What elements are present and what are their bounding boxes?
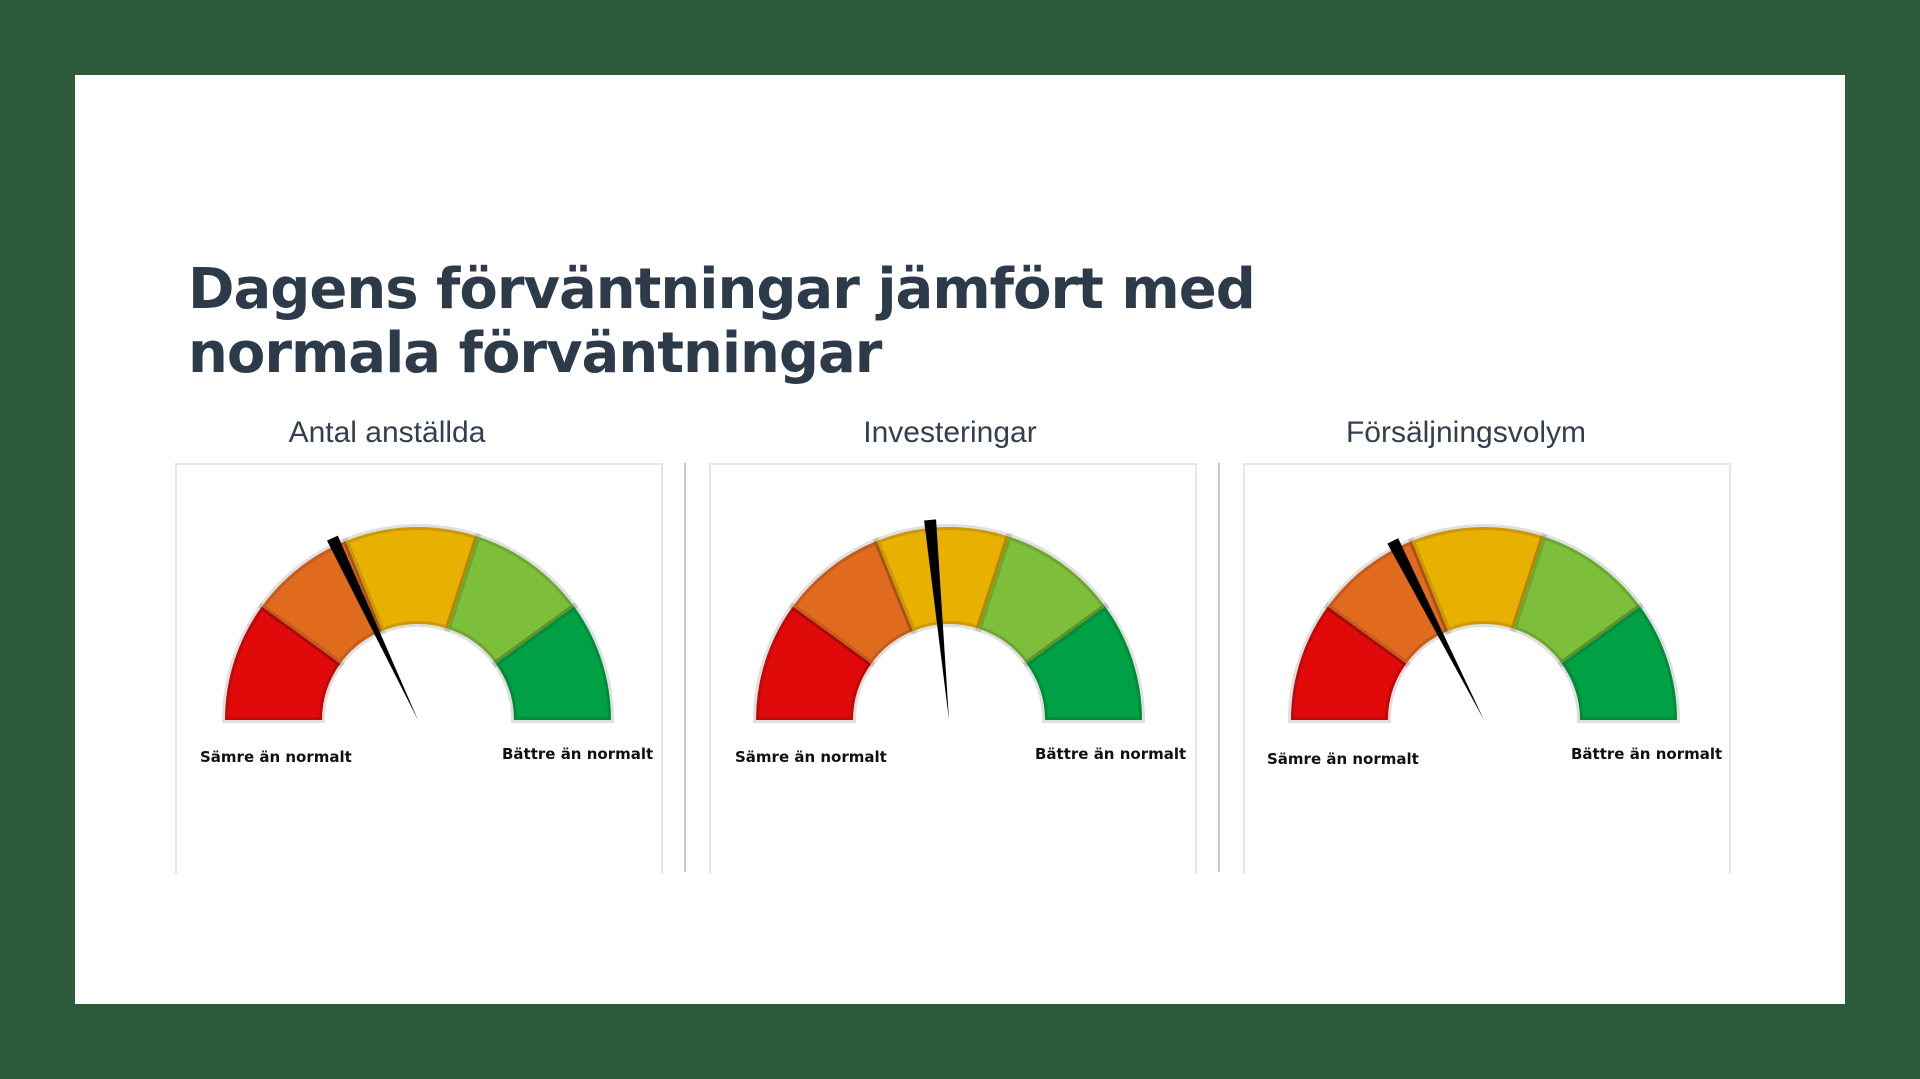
gauge-title: Investeringar	[863, 416, 1037, 449]
gauge-segment	[752, 602, 876, 723]
max-label: Bättre än normalt	[1571, 745, 1723, 763]
gauge-segment	[221, 602, 345, 723]
gauge-segment	[872, 524, 1013, 635]
divider	[684, 463, 686, 872]
gauge-segment	[1509, 532, 1645, 668]
divider	[1218, 463, 1220, 872]
max-label: Bättre än normalt	[502, 745, 654, 763]
min-label: Sämre än normalt	[735, 748, 887, 766]
gauge-title: Antal anställda	[288, 416, 486, 449]
gauge-segment	[788, 537, 917, 668]
gauge-needle	[1387, 538, 1484, 720]
gauge-needle	[326, 535, 418, 720]
min-label: Sämre än normalt	[200, 748, 352, 766]
gauge-segment	[1287, 602, 1411, 723]
gauge-segment	[1022, 602, 1146, 723]
gauge-needle	[924, 519, 949, 720]
gauge-panel	[175, 463, 663, 874]
gauge-segment	[974, 532, 1110, 668]
max-label: Bättre än normalt	[1035, 745, 1187, 763]
gauge-segment	[341, 524, 482, 635]
min-label: Sämre än normalt	[1267, 750, 1419, 768]
gauge-segment	[443, 532, 579, 668]
gauge-segment	[491, 602, 615, 723]
gauge-segment	[1323, 537, 1452, 668]
gauge-segment	[1407, 524, 1548, 635]
gauge-panel	[709, 463, 1197, 874]
gauge-panel	[1243, 463, 1731, 874]
gauge-segment	[1557, 602, 1681, 723]
gauge-title: Försäljningsvolym	[1345, 416, 1587, 449]
page-title: Dagens förväntningar jämfört med normala…	[188, 257, 1256, 386]
